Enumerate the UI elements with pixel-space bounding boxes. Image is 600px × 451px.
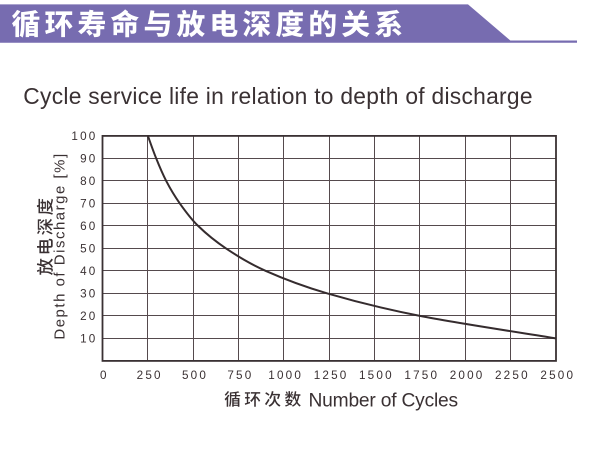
svg-text:60: 60	[80, 220, 97, 233]
svg-text:1750: 1750	[404, 369, 439, 382]
svg-text:10: 10	[80, 333, 97, 346]
svg-text:90: 90	[80, 153, 97, 166]
svg-text:Number of Cycles: Number of Cycles	[309, 390, 458, 411]
svg-text:1000: 1000	[268, 369, 303, 382]
svg-text:500: 500	[182, 369, 208, 382]
svg-text:0: 0	[100, 369, 109, 382]
svg-text:40: 40	[80, 265, 97, 278]
svg-text:80: 80	[80, 175, 97, 188]
svg-text:1250: 1250	[314, 369, 349, 382]
svg-text:Cycle service life in relation: Cycle service life in relation to depth …	[23, 83, 533, 109]
svg-text:750: 750	[227, 369, 253, 382]
svg-text:50: 50	[80, 243, 97, 256]
svg-text:Depth of Discharge [%]: Depth of Discharge [%]	[52, 152, 69, 339]
svg-text:20: 20	[80, 310, 97, 323]
svg-text:250: 250	[137, 369, 163, 382]
svg-text:70: 70	[80, 198, 97, 211]
svg-text:2500: 2500	[540, 369, 575, 382]
svg-text:1500: 1500	[359, 369, 394, 382]
svg-text:2250: 2250	[495, 369, 530, 382]
svg-text:30: 30	[80, 288, 97, 301]
svg-text:2000: 2000	[450, 369, 485, 382]
svg-text:100: 100	[71, 130, 97, 143]
